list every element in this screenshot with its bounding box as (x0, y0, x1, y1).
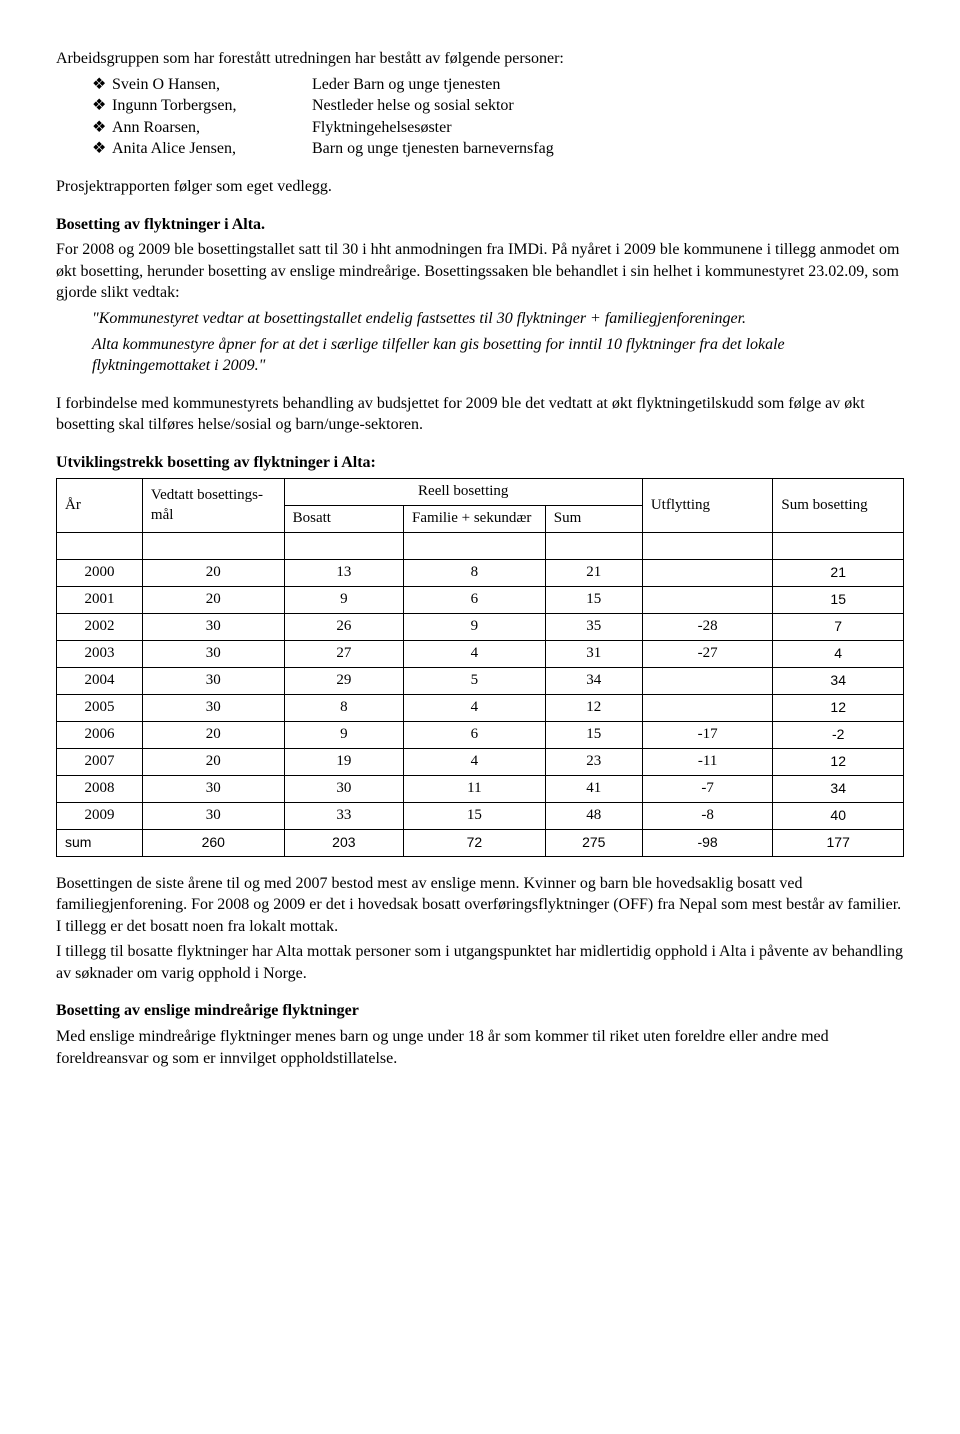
member-role: Nestleder helse og sosial sektor (312, 95, 514, 117)
member-role: Flyktningehelsesøster (312, 117, 452, 139)
col-familie: Familie + sekundær (404, 505, 546, 532)
table-row: 200530841212 (57, 694, 904, 721)
col-reell: Reell bosetting (284, 478, 642, 505)
col-utflytting: Utflytting (642, 478, 773, 532)
col-year: År (57, 478, 143, 532)
member-name: Ingunn Torbergsen, (112, 95, 312, 117)
bullet-icon: ❖ (92, 117, 112, 139)
table-row: 20072019423-1112 (57, 748, 904, 775)
table-row: 20023026935-287 (57, 613, 904, 640)
member-name: Svein O Hansen, (112, 74, 312, 96)
table-empty-row (57, 532, 904, 559)
col-sumbosetting: Sum bosetting (773, 478, 904, 532)
list-item: ❖ Ingunn Torbergsen, Nestleder helse og … (92, 95, 904, 117)
table-row: 200120961515 (57, 586, 904, 613)
table-row: 200930331548-840 (57, 802, 904, 829)
list-item: ❖ Anita Alice Jensen, Barn og unge tjene… (92, 138, 904, 160)
members-list: ❖ Svein O Hansen, Leder Barn og unge tje… (56, 74, 904, 160)
heading-utviklingstrekk: Utviklingstrekk bosetting av flyktninger… (56, 452, 904, 474)
member-role: Barn og unge tjenesten barnevernsfag (312, 138, 554, 160)
bullet-icon: ❖ (92, 74, 112, 96)
quote-paragraph: Alta kommunestyre åpner for at det i sær… (56, 334, 904, 377)
table-row: 2006209615-17-2 (57, 721, 904, 748)
bullet-icon: ❖ (92, 95, 112, 117)
member-role: Leder Barn og unge tjenesten (312, 74, 500, 96)
quote-paragraph: "Kommunestyret vedtar at bosettingstalle… (56, 308, 904, 330)
table-sum-row: sum26020372275-98177 (57, 829, 904, 856)
table-row: 2004302953434 (57, 667, 904, 694)
bosetting-table: År Vedtatt bosettings-mål Reell bosettin… (56, 478, 904, 857)
col-sum: Sum (545, 505, 642, 532)
body-paragraph: Bosettingen de siste årene til og med 20… (56, 873, 904, 938)
table-row: 2000201382121 (57, 559, 904, 586)
body-paragraph: Med enslige mindreårige flyktninger mene… (56, 1026, 904, 1069)
heading-bosetting: Bosetting av flyktninger i Alta. (56, 214, 904, 236)
body-paragraph: I tillegg til bosatte flyktninger har Al… (56, 941, 904, 984)
col-bosatt: Bosatt (284, 505, 403, 532)
table-row: 200830301141-734 (57, 775, 904, 802)
table-row: 20033027431-274 (57, 640, 904, 667)
member-name: Anita Alice Jensen, (112, 138, 312, 160)
heading-enslige: Bosetting av enslige mindreårige flyktni… (56, 1000, 904, 1022)
bullet-icon: ❖ (92, 138, 112, 160)
col-vedtatt: Vedtatt bosettings-mål (142, 478, 284, 532)
body-paragraph: For 2008 og 2009 ble bosettingstallet sa… (56, 239, 904, 304)
list-item: ❖ Svein O Hansen, Leder Barn og unge tje… (92, 74, 904, 96)
member-name: Ann Roarsen, (112, 117, 312, 139)
body-paragraph: I forbindelse med kommunestyrets behandl… (56, 393, 904, 436)
list-item: ❖ Ann Roarsen, Flyktningehelsesøster (92, 117, 904, 139)
attachment-note: Prosjektrapporten følger som eget vedleg… (56, 176, 904, 198)
intro-text: Arbeidsgruppen som har forestått utredni… (56, 48, 904, 70)
